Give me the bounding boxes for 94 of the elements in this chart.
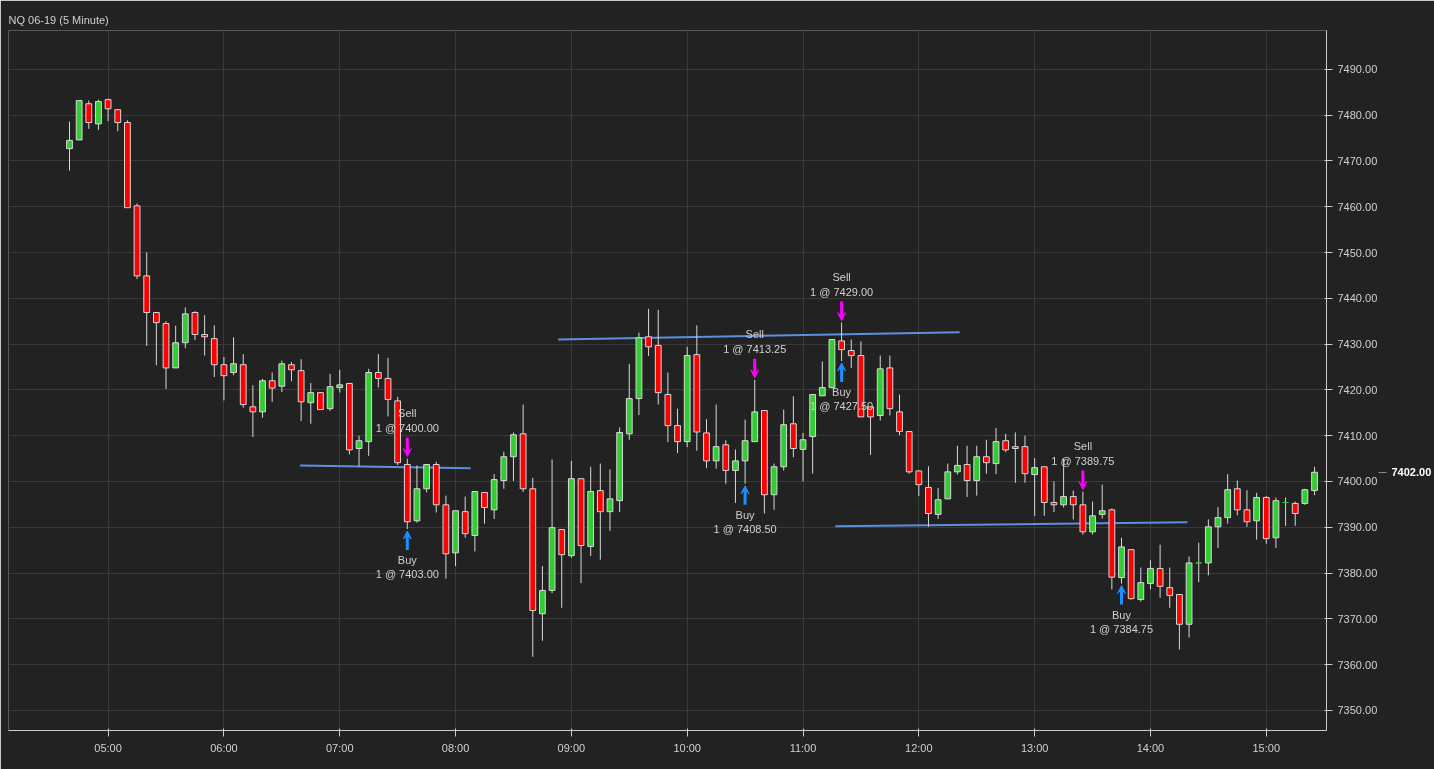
candlestick xyxy=(1214,506,1222,549)
x-tick-label: 10:00 xyxy=(673,741,701,754)
candlestick xyxy=(915,469,923,497)
candlestick xyxy=(1137,567,1145,602)
y-tick-label: 7390.00 xyxy=(1337,521,1378,534)
candlestick xyxy=(934,487,942,520)
candlestick xyxy=(896,393,903,436)
candlestick xyxy=(645,308,652,357)
y-tick-label: 7490.00 xyxy=(1337,63,1378,76)
candlestick xyxy=(461,496,469,539)
y-tick-label: 7440.00 xyxy=(1337,292,1378,305)
annotation: Buy 1 @ 7403.00 xyxy=(375,554,439,581)
candlestick xyxy=(818,361,826,397)
candlestick xyxy=(1291,501,1299,527)
x-tick-label: 15:00 xyxy=(1252,741,1281,754)
candlestick xyxy=(982,439,990,475)
candlestick xyxy=(606,469,614,532)
x-tick-label: 06:00 xyxy=(210,741,238,754)
annotation: Buy 1 @ 7384.75 xyxy=(1089,608,1154,635)
x-tick-label: 05:00 xyxy=(94,741,122,754)
candlestick xyxy=(1243,489,1251,528)
candlestick xyxy=(481,491,488,525)
candlestick xyxy=(114,109,122,132)
candlestick xyxy=(230,336,237,376)
x-tick-label: 07:00 xyxy=(325,741,354,754)
y-tick-label: 7460.00 xyxy=(1337,200,1378,213)
candlestick xyxy=(374,353,382,389)
annotation: Sell 1 @ 7429.00 xyxy=(810,271,874,298)
candlestick xyxy=(1011,431,1019,484)
text: 7402.00 xyxy=(1391,466,1432,479)
candlestick xyxy=(66,121,73,172)
candlestick xyxy=(355,435,363,467)
candlestick xyxy=(500,451,508,490)
candlestick xyxy=(539,565,546,642)
candlestick xyxy=(963,445,971,498)
candlestick xyxy=(1311,466,1318,496)
candlestick xyxy=(307,382,315,425)
candlestick xyxy=(741,419,749,485)
candlestick xyxy=(674,408,681,454)
candlestick xyxy=(973,445,981,497)
y-tick-label: 7350.00 xyxy=(1337,704,1378,717)
candlestick xyxy=(1253,492,1261,541)
y-tick-label: 7420.00 xyxy=(1337,383,1378,396)
candlestick xyxy=(847,339,855,369)
y-tick-label: 7380.00 xyxy=(1337,567,1378,580)
candlestick xyxy=(1031,457,1039,517)
candlestick xyxy=(596,463,604,561)
y-tick-label: 7480.00 xyxy=(1337,109,1378,122)
x-tick-label: 09:00 xyxy=(557,741,586,754)
y-tick-label: 7430.00 xyxy=(1337,338,1378,351)
candlestick xyxy=(85,100,93,130)
candlestick xyxy=(1089,501,1096,536)
candlestick xyxy=(1147,559,1154,590)
x-tick-label: 13:00 xyxy=(1020,741,1049,754)
x-tick-label: 11:00 xyxy=(789,741,817,754)
candlestick xyxy=(1156,544,1164,599)
annotation: Buy 1 @ 7408.50 xyxy=(713,508,777,536)
candlestick xyxy=(95,99,102,131)
candlestick xyxy=(1166,567,1174,609)
candlestick xyxy=(191,310,199,341)
y-tick-label: 7410.00 xyxy=(1337,429,1378,442)
candlestick xyxy=(712,404,720,470)
candlestick xyxy=(201,314,209,357)
y-tick-label: 7360.00 xyxy=(1337,658,1378,671)
y-tick-label: 7470.00 xyxy=(1337,154,1378,167)
x-tick-label: 08:00 xyxy=(441,741,470,754)
y-tick-label: 7450.00 xyxy=(1337,246,1378,259)
candlestick xyxy=(220,356,228,401)
candlestick xyxy=(838,322,845,362)
candlestick xyxy=(326,373,334,412)
candlestick xyxy=(1002,433,1010,453)
candlestick xyxy=(278,360,286,393)
x-tick-label: 12:00 xyxy=(905,741,933,754)
candlestick xyxy=(1050,480,1058,513)
annotation: Sell 1 @ 7389.75 xyxy=(1051,440,1115,467)
candlestick xyxy=(288,361,295,382)
candlestick xyxy=(992,427,1000,475)
candlestick xyxy=(1195,542,1203,583)
candlestick xyxy=(152,312,160,366)
x-tick-label: 14:00 xyxy=(1136,741,1165,754)
candlestick xyxy=(249,384,257,438)
candlestick xyxy=(1098,484,1106,520)
candlestick xyxy=(510,431,517,482)
y-tick-label: 7370.00 xyxy=(1337,612,1378,625)
candlestick xyxy=(268,371,276,403)
candlestick xyxy=(954,445,961,476)
candlestick xyxy=(384,357,392,417)
candlestick xyxy=(799,432,807,482)
chart-title: NQ 06-19 (5 Minute) xyxy=(8,13,109,26)
candlestick xyxy=(1069,490,1077,520)
candlestick xyxy=(1233,480,1241,516)
candlestick xyxy=(732,448,739,504)
candlestick xyxy=(336,369,344,394)
y-tick-label: 7400.00 xyxy=(1337,475,1378,488)
